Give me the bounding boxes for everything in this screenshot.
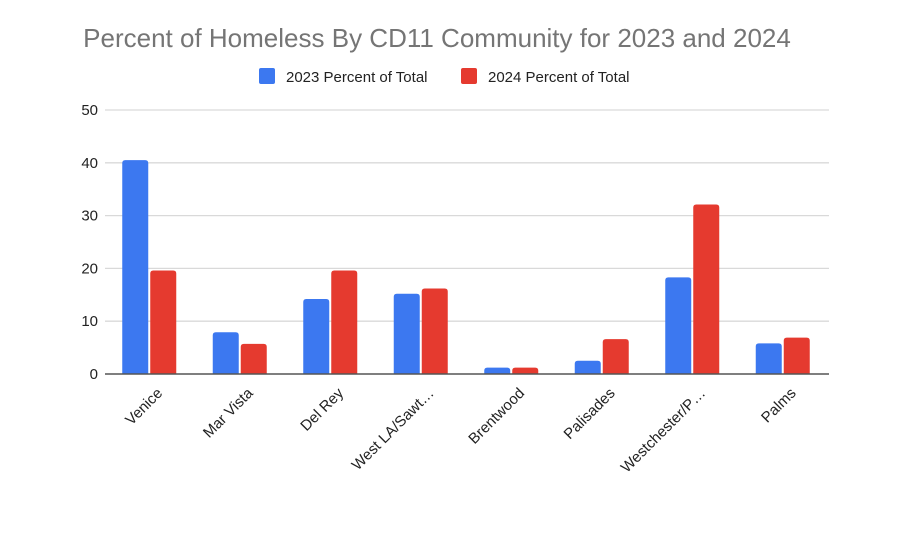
x-tick-label: Brentwood <box>465 385 528 448</box>
x-tick-label: West LA/Sawt… <box>349 385 438 474</box>
bar-group-7 <box>755 337 810 374</box>
bar-2023[interactable] <box>122 160 149 374</box>
legend: 2023 Percent of Total 2024 Percent of To… <box>259 68 630 86</box>
y-tick-label: 50 <box>81 102 98 119</box>
x-tick-label: Venice <box>122 385 166 429</box>
bar-2023[interactable] <box>393 293 420 374</box>
legend-item-2024[interactable]: 2024 Percent of Total <box>461 68 630 86</box>
bar-group-6 <box>665 204 720 374</box>
chart-title: Percent of Homeless By CD11 Community fo… <box>83 23 791 53</box>
bar-2024[interactable] <box>421 288 448 374</box>
bar-2024[interactable] <box>602 339 629 374</box>
x-tick-label: Mar Vista <box>200 384 257 441</box>
x-tick-label: Westchester/P… <box>618 385 709 476</box>
legend-swatch-2023 <box>259 68 275 84</box>
bar-2023[interactable] <box>303 299 330 374</box>
bar-2023[interactable] <box>665 277 692 374</box>
bar-2023[interactable] <box>484 367 511 374</box>
bar-2023[interactable] <box>574 360 601 374</box>
x-axis-labels: Venice Mar Vista Del Rey West LA/Sawt… Brent… <box>122 384 799 476</box>
bars <box>122 160 810 374</box>
y-tick-label: 10 <box>81 313 98 330</box>
y-tick-label: 0 <box>90 366 98 383</box>
legend-item-2023[interactable]: 2023 Percent of Total <box>259 68 428 86</box>
bar-group-5 <box>574 339 629 374</box>
x-tick-label: Palms <box>758 385 799 426</box>
legend-swatch-2024 <box>461 68 477 84</box>
bar-2024[interactable] <box>150 270 177 374</box>
bar-group-1 <box>212 332 267 374</box>
y-axis-ticks: 0 10 20 30 40 50 <box>81 102 98 383</box>
y-tick-label: 40 <box>81 155 98 172</box>
legend-label-2024: 2024 Percent of Total <box>488 69 630 86</box>
x-tick-label: Del Rey <box>297 384 347 434</box>
bar-2023[interactable] <box>212 332 239 374</box>
bar-2024[interactable] <box>240 343 267 374</box>
bar-2024[interactable] <box>783 337 810 374</box>
legend-label-2023: 2023 Percent of Total <box>286 69 428 86</box>
y-tick-label: 20 <box>81 260 98 277</box>
bar-2023[interactable] <box>755 343 782 374</box>
bar-group-0 <box>122 160 177 374</box>
bar-2024[interactable] <box>331 270 358 374</box>
y-tick-label: 30 <box>81 208 98 225</box>
bar-group-2 <box>303 270 358 374</box>
x-tick-label: Palisades <box>561 385 619 443</box>
bar-group-4 <box>484 367 539 374</box>
gridlines <box>105 109 829 322</box>
bar-group-3 <box>393 288 448 374</box>
bar-2024[interactable] <box>512 367 539 374</box>
bar-2024[interactable] <box>693 204 720 374</box>
